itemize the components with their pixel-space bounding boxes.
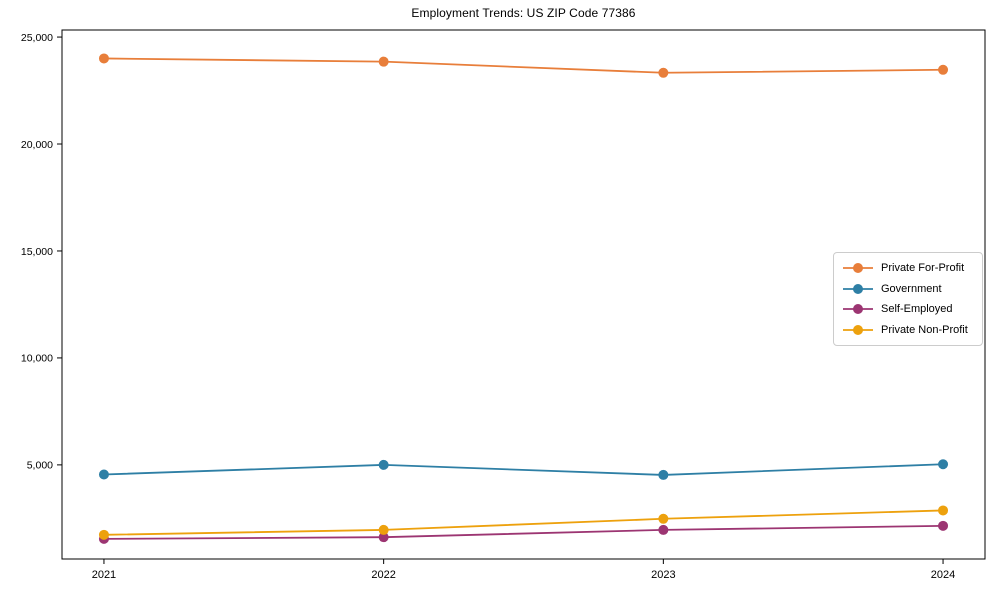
legend-label: Self-Employed <box>881 303 953 316</box>
data-point-private-for-profit <box>658 67 669 78</box>
data-point-private-for-profit <box>378 56 389 67</box>
legend-item-self-employed: Self-Employed <box>842 299 974 320</box>
y-tick-label: 20,000 <box>21 139 53 151</box>
x-tick-label: 2023 <box>651 569 675 581</box>
legend-line-marker-icon <box>843 283 873 294</box>
legend-line-marker-icon <box>843 263 873 274</box>
data-point-private-non-profit <box>658 513 669 524</box>
data-point-self-employed <box>658 524 669 535</box>
x-tick-label: 2022 <box>371 569 395 581</box>
legend-item-private-for-profit: Private For-Profit <box>842 258 974 279</box>
data-point-government <box>938 459 949 470</box>
data-point-government <box>378 459 389 470</box>
legend-label: Private Non-Profit <box>881 323 968 336</box>
legend-label: Private For-Profit <box>881 262 965 275</box>
data-point-self-employed <box>378 532 389 543</box>
legend-line-marker-icon <box>843 304 873 315</box>
legend-item-government: Government <box>842 279 974 300</box>
series-line-government <box>103 463 944 476</box>
data-point-private-non-profit <box>938 505 949 516</box>
series-line-private-for-profit <box>103 57 944 74</box>
legend-line-marker-icon <box>843 324 873 335</box>
data-point-government <box>658 469 669 480</box>
y-tick-label: 5,000 <box>27 460 53 472</box>
legend-item-private-non-profit: Private Non-Profit <box>842 320 974 341</box>
data-point-private-non-profit <box>378 524 389 535</box>
plot-border <box>61 29 986 560</box>
x-tick-label: 2021 <box>92 569 116 581</box>
legend-label: Government <box>881 282 942 295</box>
data-point-private-non-profit <box>98 529 109 540</box>
data-point-government <box>98 469 109 480</box>
series-line-private-non-profit <box>103 509 944 536</box>
y-tick-label: 10,000 <box>21 353 53 365</box>
legend: Private For-Profit Government Self-Employe… <box>833 252 983 346</box>
chart-title: Employment Trends: US ZIP Code 77386 <box>411 6 636 20</box>
data-point-private-for-profit <box>98 53 109 64</box>
y-tick-label: 15,000 <box>21 246 53 258</box>
data-point-private-for-profit <box>938 64 949 75</box>
x-tick-label: 2024 <box>931 569 955 581</box>
y-tick-label: 25,000 <box>21 32 53 44</box>
data-point-self-employed <box>938 520 949 531</box>
series-line-self-employed <box>103 524 944 540</box>
